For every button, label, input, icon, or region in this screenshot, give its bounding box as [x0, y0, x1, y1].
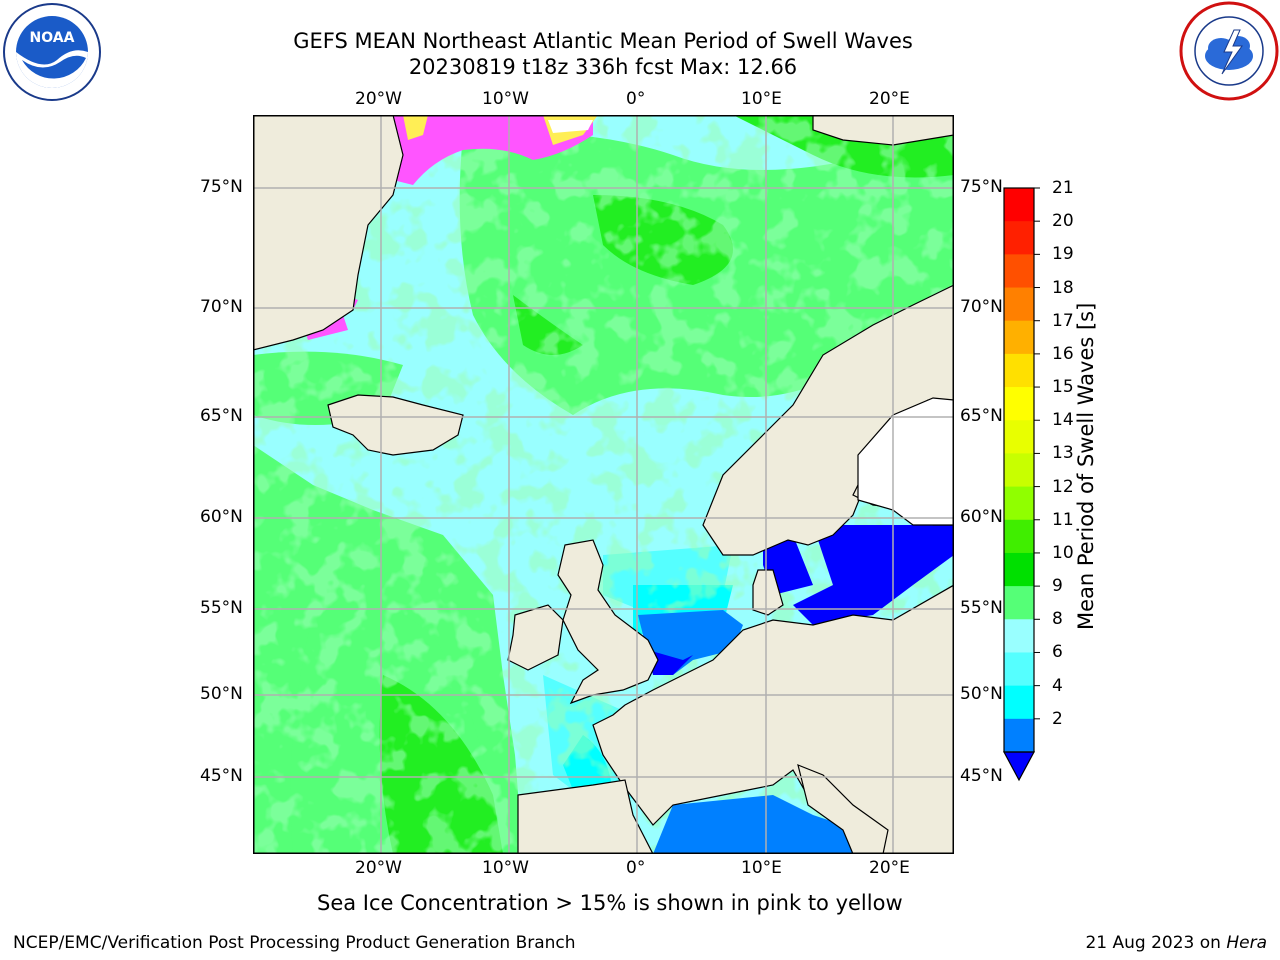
colorbar-segment	[1004, 420, 1034, 454]
gulf-of-bothnia	[857, 397, 954, 526]
colorbar-segment	[1004, 519, 1034, 554]
colorbar-tick-label: 16	[1052, 343, 1074, 364]
colorbar-tick-label: 19	[1052, 244, 1074, 265]
colorbar-segment	[1004, 619, 1034, 653]
colorbar-segment	[1004, 320, 1034, 355]
colorbar-tick-label: 11	[1052, 509, 1074, 530]
lat-label-left: 65°N	[200, 406, 243, 426]
colorbar	[1002, 187, 1040, 782]
colorbar-label: Mean Period of Swell Waves [s]	[1074, 302, 1098, 630]
lon-label-bottom: 20°W	[355, 858, 402, 878]
noaa-logo: NOAA	[3, 3, 101, 101]
colorbar-tick-label: 8	[1052, 609, 1063, 630]
graticule	[253, 115, 954, 854]
chart-title: GEFS MEAN Northeast Atlantic Mean Period…	[293, 29, 913, 53]
footer-host: Hera	[1226, 933, 1267, 953]
lon-label-bottom: 20°E	[869, 858, 910, 878]
colorbar-extend-arrow	[1002, 751, 1036, 782]
land-iberia	[517, 779, 654, 854]
colorbar-segment	[1004, 552, 1034, 587]
colorbar-segment	[1004, 486, 1034, 521]
lat-label-right: 60°N	[960, 507, 1003, 527]
land-ireland	[507, 604, 564, 671]
land-italy	[797, 764, 889, 854]
colorbar-tick-label: 17	[1052, 310, 1074, 331]
colorbar-tick-label: 6	[1052, 642, 1063, 663]
lon-label-top: 20°E	[869, 89, 910, 109]
footer-credit: NCEP/EMC/Verification Post Processing Pr…	[13, 933, 576, 953]
lon-label-bottom: 0°	[626, 858, 646, 878]
colorbar-segment	[1004, 453, 1034, 488]
lon-label-top: 10°W	[482, 89, 529, 109]
lat-label-right: 65°N	[960, 406, 1003, 426]
land-denmark	[752, 569, 784, 616]
footer-date: 21 Aug 2023 on Hera	[1085, 933, 1267, 953]
lon-label-top: 20°W	[355, 89, 402, 109]
colorbar-tick-label: 10	[1052, 542, 1074, 563]
lat-label-left: 60°N	[200, 507, 243, 527]
lat-label-right: 50°N	[960, 684, 1003, 704]
colorbar-tick-label: 21	[1052, 178, 1074, 198]
colorbar-segment	[1004, 188, 1034, 222]
land-iceland	[327, 394, 464, 456]
colorbar-segment	[1004, 652, 1034, 687]
colorbar-frame	[1003, 187, 1035, 753]
footer-date-text: 21 Aug 2023 on	[1085, 933, 1227, 953]
colorbar-tick-label: 15	[1052, 377, 1074, 398]
lon-label-top: 0°	[626, 89, 646, 109]
lat-label-left: 50°N	[200, 684, 243, 704]
colorbar-segment	[1004, 586, 1034, 620]
colorbar-segment	[1004, 718, 1034, 753]
colorbar-tick-label: 18	[1052, 277, 1074, 298]
colorbar-tick-label: 4	[1052, 675, 1063, 696]
lon-label-bottom: 10°W	[482, 858, 529, 878]
colorbar-tick-label: 20	[1052, 211, 1074, 232]
colorbar-tick-label: 2	[1052, 708, 1063, 729]
nws-logo	[1179, 1, 1279, 101]
colorbar-segment	[1004, 353, 1034, 388]
land-great-britain	[557, 539, 659, 705]
svg-text:NOAA: NOAA	[30, 30, 75, 46]
lat-label-right: 55°N	[960, 598, 1003, 618]
colorbar-segment	[1004, 221, 1034, 255]
map-frame	[253, 115, 954, 854]
colorbar-segment	[1004, 287, 1034, 322]
colorbar-tick-label: 12	[1052, 476, 1074, 497]
swell-period-map	[253, 115, 954, 854]
lon-label-bottom: 10°E	[741, 858, 782, 878]
lat-label-left: 55°N	[200, 598, 243, 618]
chart-subtitle: 20230819 t18z 336h fcst Max: 12.66	[408, 55, 798, 79]
colorbar-segment	[1004, 387, 1034, 421]
lat-label-left: 45°N	[200, 766, 243, 786]
colorbar-tick-label: 13	[1052, 443, 1074, 464]
lat-label-left: 75°N	[200, 177, 243, 197]
colorbar-tick-label: 9	[1052, 576, 1063, 597]
lat-label-left: 70°N	[200, 297, 243, 317]
lat-label-right: 70°N	[960, 297, 1003, 317]
colorbar-segment	[1004, 685, 1034, 720]
lat-label-right: 75°N	[960, 177, 1003, 197]
lat-label-right: 45°N	[960, 766, 1003, 786]
colorbar-tick-label: 14	[1052, 410, 1074, 431]
lon-label-top: 10°E	[741, 89, 782, 109]
land-greenland	[253, 115, 404, 351]
sea-ice-note: Sea Ice Concentration > 15% is shown in …	[317, 891, 903, 915]
colorbar-segment	[1004, 254, 1034, 289]
